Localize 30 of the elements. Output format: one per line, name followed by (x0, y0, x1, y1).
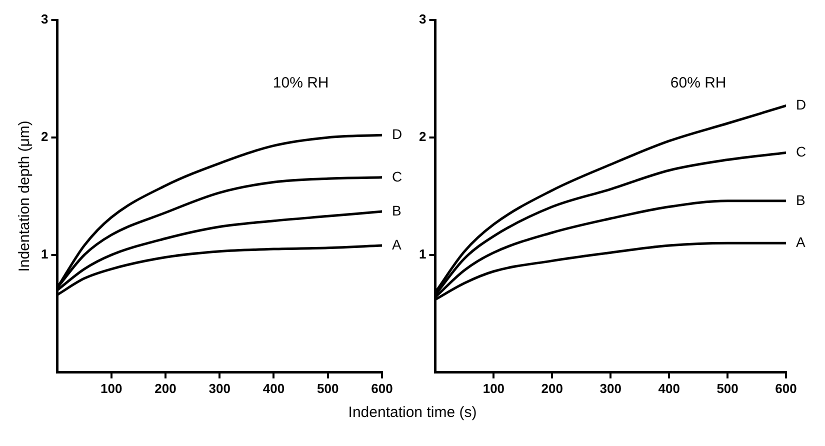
x-tick-label: 500 (317, 380, 339, 396)
annotation: 10% RH (272, 74, 329, 92)
y-tick-label: 3 (40, 12, 48, 27)
series-label: D (796, 96, 806, 113)
x-tick-label: 400 (658, 380, 680, 396)
x-tick-label: 600 (371, 380, 393, 396)
x-tick-label: 100 (482, 380, 505, 396)
series-label: C (796, 144, 806, 160)
x-tick-label: 500 (716, 380, 738, 396)
x-tick-label: 200 (541, 380, 564, 396)
series-label: B (796, 192, 806, 208)
x-tick-label: 300 (208, 380, 230, 396)
y-tick-label: 2 (418, 129, 426, 144)
y-axis-title: Indentation depth (μm) (16, 120, 34, 272)
series-label: D (392, 126, 402, 142)
y-tick-label: 3 (418, 12, 426, 27)
y-tick-label: 1 (418, 246, 426, 262)
annotation: 60% RH (670, 74, 726, 92)
x-tick-label: 400 (262, 380, 285, 396)
x-axis-title: Indentation time (s) (347, 404, 478, 421)
x-tick-label: 600 (775, 380, 797, 396)
x-tick-label: 300 (600, 380, 622, 396)
x-tick-label: 100 (100, 380, 122, 396)
x-tick-label: 200 (154, 380, 176, 396)
y-tick-label: 1 (40, 246, 48, 262)
series-label: A (796, 234, 806, 250)
series-label: A (392, 236, 402, 252)
y-tick-label: 2 (40, 129, 48, 144)
series-label: B (392, 202, 402, 218)
series-label: C (392, 168, 402, 184)
